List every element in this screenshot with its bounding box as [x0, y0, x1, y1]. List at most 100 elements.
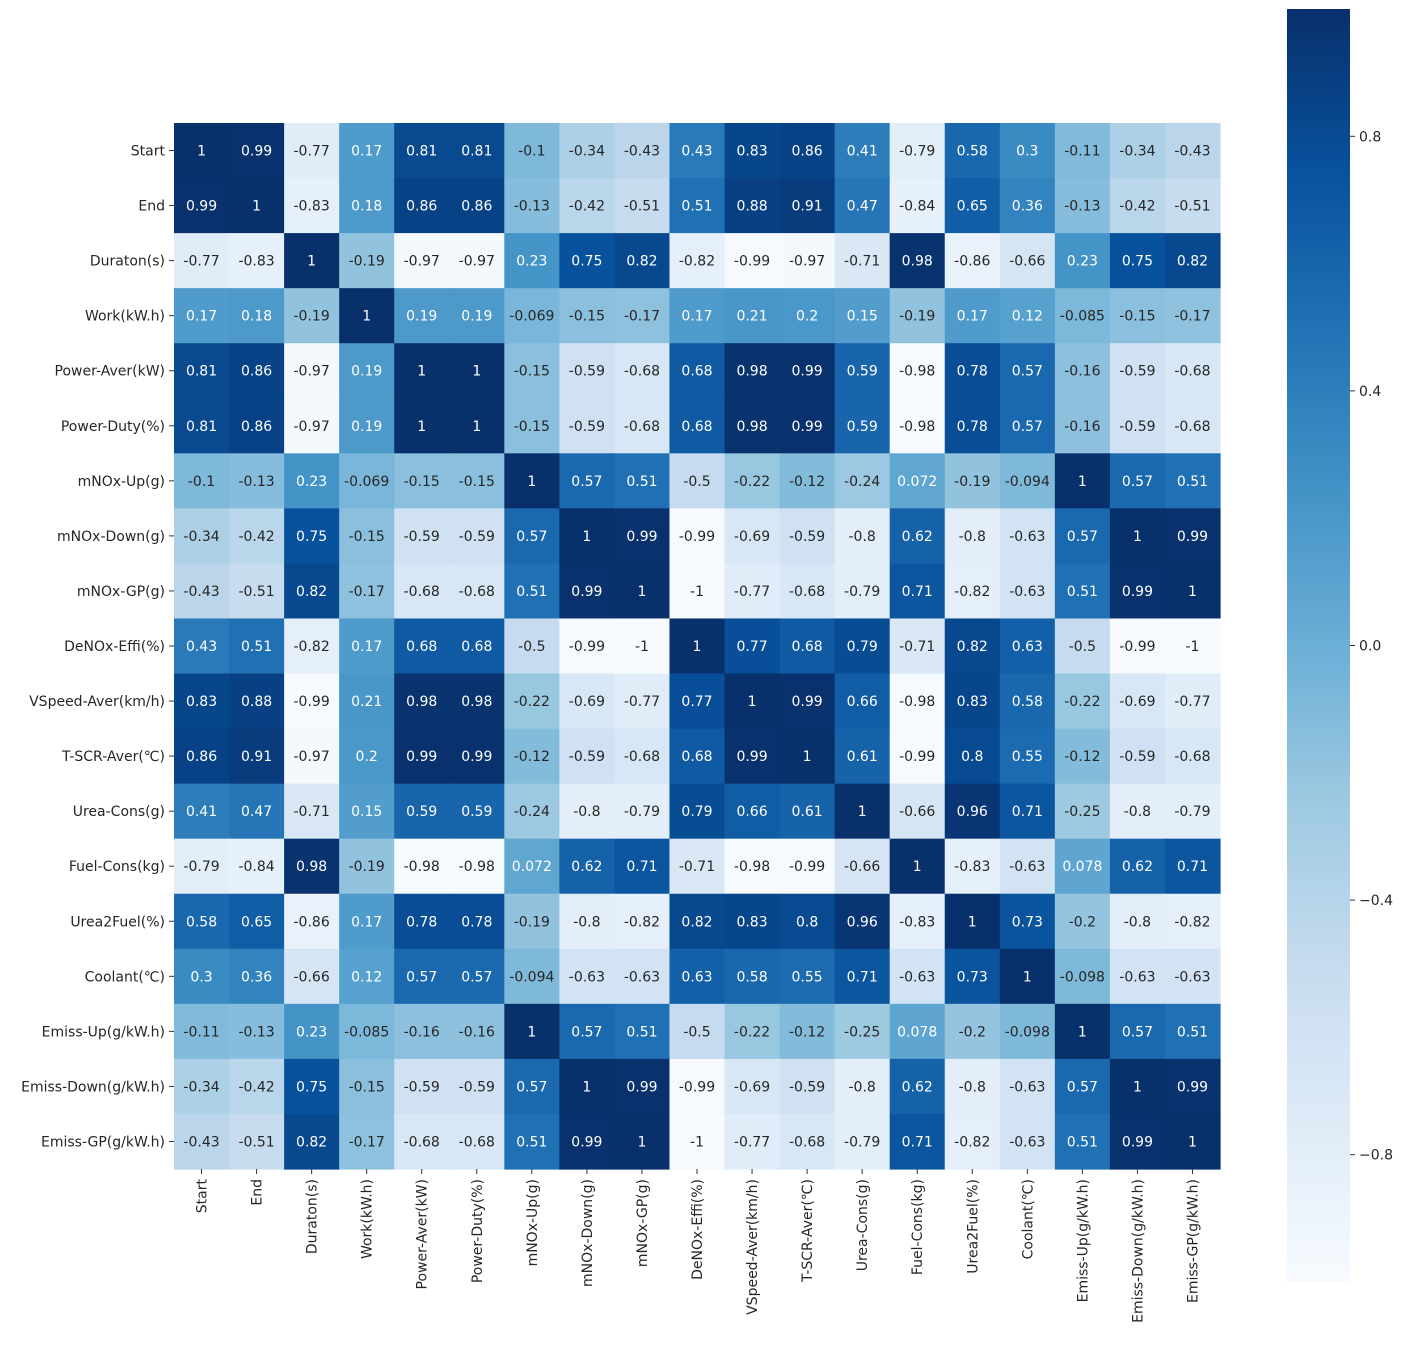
heatmap-cell: [449, 563, 505, 620]
cell-value: -0.34: [183, 529, 219, 545]
heatmap-cell: [1109, 233, 1166, 289]
cell-value: 0.51: [1177, 1024, 1208, 1040]
cell-value: 0.78: [461, 914, 492, 930]
heatmap-cell: [614, 453, 671, 509]
cell-value: 0.68: [681, 364, 712, 380]
heatmap-cell: [229, 178, 285, 234]
heatmap-cell: [889, 783, 946, 840]
heatmap-cell: [449, 178, 505, 234]
heatmap-cell: [394, 508, 450, 565]
heatmap-cell: [1109, 453, 1166, 509]
cell-value: -0.59: [459, 529, 495, 545]
cell-value: -0.82: [954, 584, 990, 600]
cell-value: 0.58: [736, 969, 767, 985]
heatmap-cell: [504, 1113, 560, 1170]
heatmap-cell: [669, 1058, 726, 1115]
heatmap-cell: [999, 1058, 1056, 1115]
heatmap-cell: [944, 233, 1001, 289]
cell-value: -0.11: [183, 1024, 219, 1040]
cell-value: -0.19: [349, 254, 385, 270]
heatmap-cell: [1164, 178, 1221, 234]
cell-value: -0.12: [1064, 749, 1100, 765]
cell-value: -0.22: [1064, 694, 1100, 710]
heatmap-cell: [614, 838, 671, 895]
heatmap-cell: [724, 893, 781, 950]
cell-value: 0.68: [681, 419, 712, 435]
cell-value: 0.51: [626, 1024, 657, 1040]
heatmap-cell: [724, 728, 781, 785]
cell-value: -0.12: [789, 474, 825, 490]
heatmap-cell: [1109, 618, 1166, 675]
cell-value: -0.8: [848, 1079, 875, 1095]
cell-value: -0.79: [844, 584, 880, 600]
heatmap-cell: [559, 508, 616, 565]
cell-value: 0.2: [356, 749, 378, 765]
heatmap-cell: [834, 1058, 891, 1115]
heatmap-cell: [1054, 893, 1111, 950]
heatmap-cell: [724, 1003, 781, 1060]
x-tick-label: Power-Aver(kW): [415, 1179, 431, 1289]
y-tick-label: T-SCR-Aver(℃): [61, 749, 165, 765]
heatmap-cell: [999, 563, 1056, 620]
heatmap-cell: [504, 673, 560, 730]
heatmap-cell: [449, 1003, 505, 1060]
y-tick-label: End: [138, 199, 165, 215]
cell-value: -0.83: [294, 199, 330, 215]
cell-value: -0.97: [294, 364, 330, 380]
heatmap-cell: [284, 893, 340, 950]
cell-value: 0.8: [961, 749, 983, 765]
x-tick-label: Urea2Fuel(%): [965, 1179, 981, 1274]
cell-value: -0.99: [569, 639, 605, 655]
cell-value: 0.79: [847, 639, 878, 655]
cell-value: 0.81: [461, 144, 492, 160]
heatmap-cell: [339, 673, 395, 730]
heatmap-cell: [1054, 1003, 1111, 1060]
cell-value: 0.78: [406, 914, 437, 930]
cell-value: 0.83: [957, 694, 988, 710]
cell-value: 1: [1133, 1079, 1142, 1095]
heatmap-cell: [229, 1058, 285, 1115]
heatmap-cell: [779, 673, 836, 730]
cell-value: 1: [472, 364, 481, 380]
heatmap-cell: [229, 673, 285, 730]
heatmap-cell: [1054, 673, 1111, 730]
heatmap-cell: [1164, 893, 1221, 950]
heatmap-cell: [614, 728, 671, 785]
cell-value: 0.57: [516, 1079, 547, 1095]
cell-value: -0.71: [899, 639, 935, 655]
heatmap-cell: [889, 1003, 946, 1060]
heatmap-cell: [559, 838, 616, 895]
cell-value: 0.71: [902, 584, 933, 600]
cell-value: 0.99: [241, 144, 272, 160]
cell-value: 1: [1078, 474, 1087, 490]
heatmap-cell: [174, 618, 230, 675]
heatmap-cell: [779, 618, 836, 675]
heatmap-cell: [834, 893, 891, 950]
x-axis-labels: Start End Duraton(s) Work(kW.h) Power-Aver(k…: [195, 1169, 1201, 1323]
heatmap-cell: [1164, 838, 1221, 895]
cell-value: -0.68: [624, 749, 660, 765]
heatmap-cell: [889, 618, 946, 675]
heatmap-cell: [284, 508, 340, 565]
cell-value: 0.23: [296, 1024, 327, 1040]
heatmap-cell: [889, 728, 946, 785]
cell-value: -0.59: [1119, 749, 1155, 765]
cell-value: -0.5: [1069, 639, 1096, 655]
y-tick-label: Duraton(s): [90, 254, 165, 270]
cell-value: -0.42: [238, 529, 274, 545]
heatmap-cell: [834, 838, 891, 895]
heatmap-cell: [724, 343, 781, 399]
cell-value: -0.15: [514, 364, 550, 380]
cell-value: -0.15: [349, 1079, 385, 1095]
heatmap-cell: [944, 398, 1001, 454]
heatmap-cell: [339, 178, 395, 234]
cell-value: -0.98: [899, 419, 935, 435]
cell-value: -0.19: [349, 859, 385, 875]
cell-value: 0.18: [241, 309, 272, 325]
cell-value: 0.17: [351, 639, 382, 655]
y-tick-label: Emiss-Up(g/kW.h): [42, 1024, 165, 1040]
heatmap-cell: [1164, 673, 1221, 730]
cell-value: -0.15: [404, 474, 440, 490]
cell-value: 0.57: [516, 529, 547, 545]
heatmap-cell: [284, 1058, 340, 1115]
